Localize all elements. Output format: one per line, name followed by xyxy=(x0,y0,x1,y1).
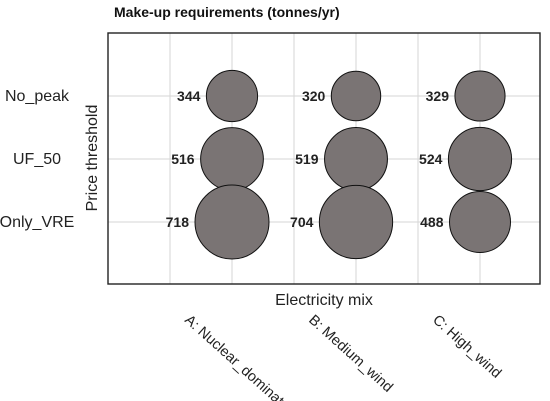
x-tick-label-0: A: Nuclear_dominated xyxy=(181,312,298,401)
data-label-0-1: 320 xyxy=(302,88,326,104)
x-tick-label-1: B: Medium_wind xyxy=(305,312,395,396)
bubble-1-2 xyxy=(447,126,513,192)
bubble-2-2 xyxy=(449,191,511,253)
bubble-0-0 xyxy=(205,69,259,123)
x-tick-label-2: C: High_wind xyxy=(429,312,504,382)
data-label-1-2: 524 xyxy=(419,151,443,167)
y-tick-label-0: No_peak xyxy=(5,88,70,105)
bubble-2-0 xyxy=(194,184,270,260)
y-tick-label-2: Only_VRE xyxy=(0,214,74,231)
bubble-0-2 xyxy=(454,70,506,122)
bubbles xyxy=(194,69,513,260)
data-label-0-2: 329 xyxy=(426,88,450,104)
x-axis-label: Electricity mix xyxy=(275,292,373,309)
chart-title: Make-up requirements (tonnes/yr) xyxy=(114,4,340,20)
data-label-2-2: 488 xyxy=(420,214,444,230)
data-label-2-1: 704 xyxy=(290,214,314,230)
bubble-1-0 xyxy=(200,127,264,191)
plot-frame xyxy=(107,32,541,285)
bubble-2-1 xyxy=(318,184,394,260)
data-label-0-0: 344 xyxy=(177,88,201,104)
y-tick-labels: No_peak UF_50 Only_VRE xyxy=(0,88,74,231)
data-labels: 344 320 329 516 519 524 718 704 488 xyxy=(166,88,450,230)
y-tick-label-1: UF_50 xyxy=(13,151,61,168)
bubble-1-1 xyxy=(324,127,388,191)
data-label-1-1: 519 xyxy=(295,151,319,167)
bubble-0-1 xyxy=(330,70,382,122)
data-label-1-0: 516 xyxy=(171,151,195,167)
data-label-2-0: 718 xyxy=(166,214,190,230)
x-tick-labels: A: Nuclear_dominated B: Medium_wind C: Hig… xyxy=(181,312,504,401)
y-axis-label: Price threshold xyxy=(84,105,101,212)
